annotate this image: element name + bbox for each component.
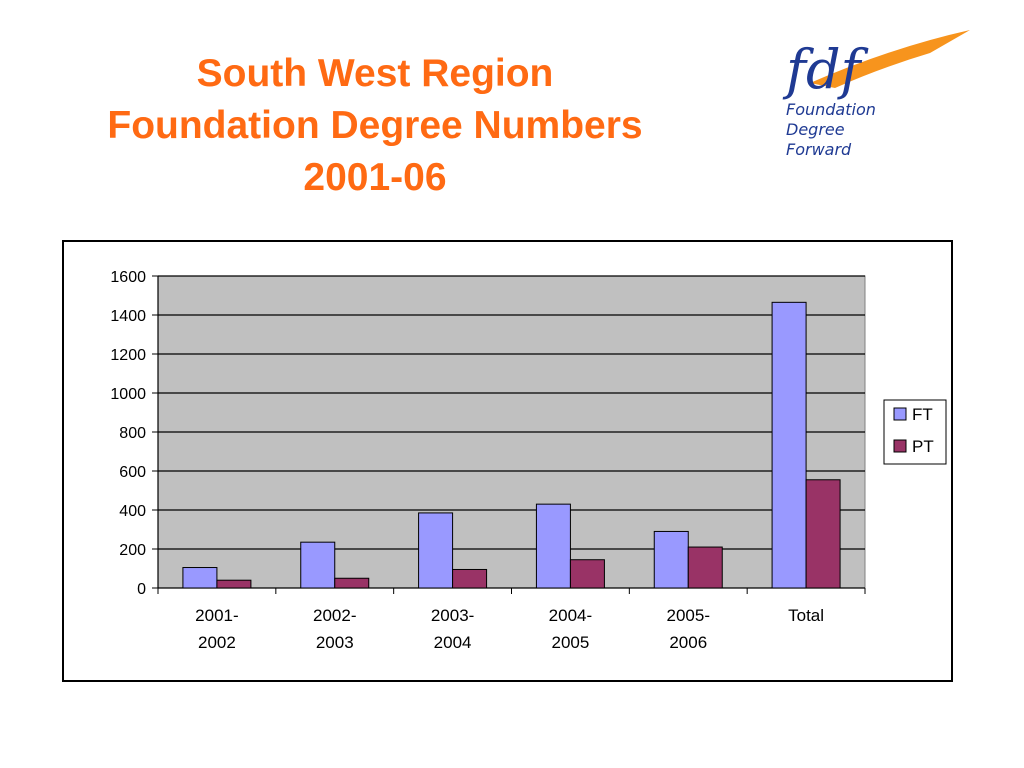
- title-line-2: Foundation Degree Numbers: [107, 104, 643, 147]
- x-tick-label: 2003-: [431, 606, 474, 625]
- bar-ft: [535, 503, 571, 589]
- y-tick-label: 1400: [110, 308, 146, 325]
- bar-ft: [771, 301, 807, 589]
- bar-ft: [300, 541, 336, 589]
- logo-tagline-line-1: Foundation: [786, 100, 876, 119]
- bar-pt: [805, 479, 841, 589]
- logo-tagline-line-3: Forward: [786, 140, 852, 159]
- legend-label-pt: PT: [912, 437, 934, 456]
- logo-tagline: Foundation Degree Forward: [786, 100, 876, 160]
- x-tick-label: 2001-: [195, 606, 238, 625]
- fdf-logo: fdf: [782, 30, 970, 101]
- bar-chart: 0 200 400 600 800 1000 1200 1400 1600 2001- 2002 20…: [110, 269, 947, 652]
- y-tick-label: 400: [119, 503, 146, 520]
- logo-swoosh-icon: [810, 30, 970, 88]
- x-tick-label: 2006: [669, 633, 707, 652]
- x-tick-label: 2002: [198, 633, 236, 652]
- x-tick-label: 2002-: [313, 606, 356, 625]
- bar-ft: [418, 512, 454, 589]
- x-tick-label: 2004: [434, 633, 472, 652]
- slide-title: South West Region Foundation Degree Numb…: [30, 48, 720, 204]
- legend-swatch-pt: [893, 439, 907, 453]
- bar-pt: [334, 577, 370, 589]
- y-tick-label: 1200: [110, 347, 146, 364]
- y-tick-label: 0: [137, 581, 146, 598]
- y-tick-label: 1000: [110, 386, 146, 403]
- bar-ft: [182, 567, 218, 589]
- y-tick-label: 200: [119, 542, 146, 559]
- x-tick-label: Total: [788, 606, 824, 625]
- x-tick-label: 2005: [552, 633, 590, 652]
- y-tick-label: 600: [119, 464, 146, 481]
- x-tick-label: 2004-: [549, 606, 592, 625]
- legend-label-ft: FT: [912, 405, 933, 424]
- x-tick-label: 2005-: [667, 606, 710, 625]
- bar-pt: [687, 546, 723, 589]
- bar-ft: [653, 530, 689, 589]
- logo-tagline-line-2: Degree: [786, 120, 845, 139]
- legend-swatch-ft: [893, 407, 907, 421]
- bar-pt: [569, 559, 605, 589]
- y-tick-label: 1600: [110, 269, 146, 286]
- bar-pt: [452, 568, 488, 589]
- logo-mark: fdf: [782, 38, 869, 101]
- title-line-3: 2001-06: [303, 156, 447, 199]
- y-tick-label: 800: [119, 425, 146, 442]
- bar-pt: [216, 579, 252, 589]
- x-tick-label: 2003: [316, 633, 354, 652]
- chart-frame: 0 200 400 600 800 1000 1200 1400 1600 2001- 2002 20…: [62, 240, 953, 682]
- title-line-1: South West Region: [196, 52, 554, 95]
